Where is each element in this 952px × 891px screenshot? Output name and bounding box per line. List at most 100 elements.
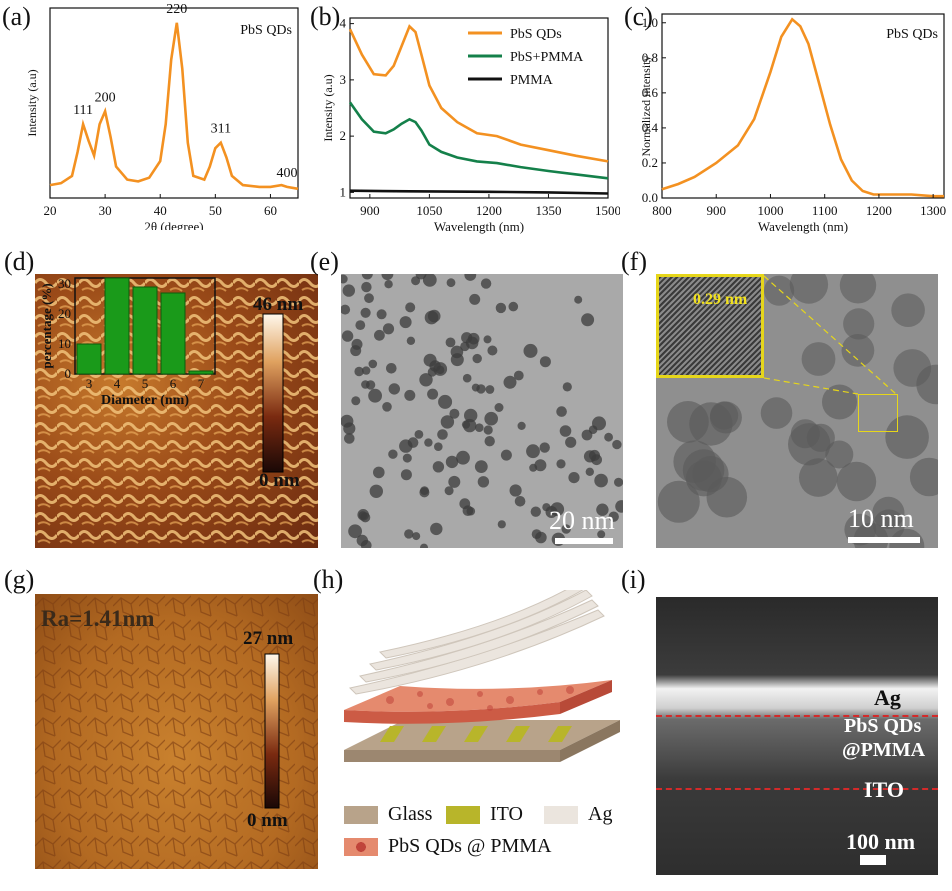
- layer-label-pmma: @PMMA: [842, 739, 926, 761]
- nanoparticle: [381, 274, 394, 281]
- colorbar-max-label: 27 nm: [243, 628, 294, 649]
- histogram-bar: [160, 292, 186, 375]
- nanoparticle: [356, 534, 368, 547]
- legend-swatch: [344, 837, 378, 856]
- nanoparticle: [415, 274, 427, 280]
- peak-label: 311: [211, 122, 231, 137]
- y-tick-label: 0.6: [642, 85, 659, 100]
- nanoparticle: [368, 388, 382, 403]
- layer-label-ito: ITO: [864, 777, 904, 802]
- nanoparticle: [657, 480, 700, 523]
- nanoparticle: [414, 430, 424, 439]
- nanoparticle: [419, 373, 433, 387]
- x-tick-label: 1500: [595, 203, 620, 218]
- nanoparticle: [456, 450, 470, 465]
- xrd-chart: 20 30 40 50 60 2θ (degree) Intensity (a.u) PbS …: [25, 2, 299, 230]
- y-tick-label: 0.2: [642, 155, 658, 170]
- nanoparticle: [500, 449, 512, 461]
- nanoparticle: [483, 335, 492, 344]
- scalebar-label: 100 nm: [846, 829, 916, 854]
- legend-text: PbS+PMMA: [510, 50, 584, 65]
- histogram-bar: [132, 286, 158, 375]
- x-tick-label: 1200: [476, 203, 502, 218]
- afm-image-g: Ra=1.41nm 27 nm 0 nm: [35, 594, 318, 869]
- layer-label-ag: Ag: [874, 685, 901, 710]
- y-tick-label: 4: [340, 16, 347, 31]
- scalebar-label: 20 nm: [549, 506, 615, 535]
- nanoparticle: [399, 316, 412, 329]
- afm-texture: [35, 594, 318, 869]
- nanoparticle: [891, 293, 925, 327]
- legend-text: PMMA: [510, 73, 554, 88]
- nanoparticle: [559, 425, 572, 437]
- panel-a: (a) 20 30 40 50 60 2θ (degree) Intensity (a.u)…: [0, 0, 310, 230]
- nanoparticle: [351, 338, 363, 350]
- legend-item: Ag: [544, 803, 612, 826]
- hrtem-particles: [657, 274, 938, 548]
- x-tick-label: 1100: [812, 203, 838, 218]
- x-axis-label: Diameter (nm): [101, 393, 189, 408]
- legend-swatch: [344, 805, 378, 824]
- nanoparticle: [420, 543, 428, 548]
- nanoparticle: [432, 461, 445, 473]
- series-line-pbs-pmma: [348, 101, 609, 180]
- panel-label: (b): [310, 2, 341, 31]
- y-tick-label: 2: [340, 128, 347, 143]
- interface-line-bottom: [656, 788, 938, 790]
- x-tick-label: 20: [44, 203, 57, 218]
- nanoparticle: [464, 274, 477, 281]
- nanoparticle: [485, 385, 495, 394]
- scalebar: [848, 537, 920, 543]
- nanoparticle: [529, 463, 538, 472]
- nanoparticle: [360, 512, 371, 523]
- peak-label: 400: [276, 166, 297, 181]
- tem-particles: [341, 274, 623, 548]
- nanoparticle: [483, 425, 493, 435]
- panel-label-g: (g): [4, 565, 35, 594]
- nanoparticle: [465, 336, 479, 350]
- x-tick-label: 800: [652, 203, 672, 218]
- plot-frame: [661, 13, 945, 199]
- nanoparticle: [484, 411, 498, 426]
- nanoparticle: [539, 356, 551, 368]
- nanoparticle: [438, 394, 453, 409]
- nanoparticle: [437, 429, 448, 440]
- nanoparticle: [562, 382, 572, 392]
- nanoparticle: [406, 336, 416, 345]
- nanoparticle: [464, 408, 478, 423]
- nanoparticle: [799, 458, 838, 497]
- nanoparticle: [574, 295, 583, 304]
- legend-label: Ag: [588, 803, 613, 825]
- nanoparticle: [360, 307, 371, 318]
- nanoparticle: [517, 421, 526, 430]
- nanoparticle: [450, 353, 464, 367]
- nanoparticle: [388, 449, 398, 459]
- interface-line-top: [656, 715, 938, 717]
- nanoparticle: [427, 388, 439, 400]
- panel-label: (a): [2, 2, 31, 31]
- nanoparticle: [382, 402, 392, 412]
- x-tick-label: 1300: [920, 203, 946, 218]
- sem-cross-section: Ag PbS QDs @PMMA ITO 100 nm: [656, 597, 938, 875]
- x-tick-label: 4: [114, 376, 121, 391]
- nanoparticle: [423, 353, 437, 367]
- plot-frame: [349, 17, 609, 199]
- panel-label-i: (i): [621, 565, 646, 594]
- nanoparticle: [419, 487, 430, 498]
- x-tick-label: 1000: [757, 203, 783, 218]
- nanoparticle: [373, 466, 385, 479]
- nanoparticle: [596, 503, 609, 516]
- legend-item: ITO: [446, 803, 523, 826]
- nanoparticle: [361, 274, 373, 280]
- legend-text: PbS QDs: [240, 23, 292, 38]
- colorbar-max-label: 46 nm: [253, 294, 304, 315]
- scalebar: [860, 855, 886, 865]
- layer-label-pbs: PbS QDs: [844, 715, 922, 737]
- nanoparticle: [369, 484, 383, 498]
- nanoparticle: [539, 442, 550, 453]
- size-histogram-inset: 3 4 5 6 7 0 10 20 30 Diameter (nm) percentage (%): [39, 276, 216, 408]
- nanoparticle: [462, 373, 472, 383]
- nanoparticle: [495, 302, 507, 314]
- nanoparticle: [388, 383, 400, 395]
- x-axis-label: 2θ (degree): [144, 219, 203, 230]
